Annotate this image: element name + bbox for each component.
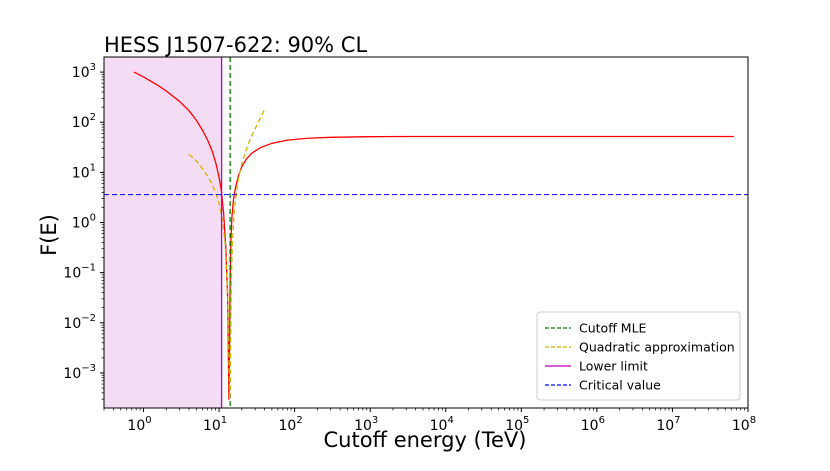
x-tick-label: 107 — [656, 415, 680, 434]
x-tick-label-exponent: 8 — [750, 415, 756, 426]
x-tick-label-exponent: 2 — [296, 415, 302, 426]
y-tick-label-base: 10 — [72, 165, 90, 181]
y-tick-label-exponent: −2 — [81, 313, 96, 324]
y-tick-label-base: 10 — [63, 266, 81, 282]
y-tick-label-base: 10 — [72, 216, 90, 232]
plot-contents — [104, 57, 748, 408]
x-tick-label-base: 10 — [279, 418, 297, 434]
x-tick-label: 108 — [732, 415, 756, 434]
y-tick-label: 10−3 — [63, 363, 96, 382]
chart-title: HESS J1507-622: 90% CL — [104, 33, 367, 57]
x-tick-label: 103 — [354, 415, 378, 434]
x-tick-label: 105 — [505, 415, 529, 434]
y-tick-label: 10−1 — [63, 263, 96, 282]
legend-entry-label: Cutoff MLE — [579, 321, 647, 336]
legend: Cutoff MLE Quadratic approximation Lower l… — [536, 311, 741, 401]
y-tick-label: 103 — [72, 62, 96, 81]
x-tick-label: 102 — [279, 415, 303, 434]
y-axis-label: F(E) — [37, 214, 61, 256]
y-tick-label-exponent: 2 — [90, 112, 96, 123]
x-axis-label: Cutoff energy (TeV) — [324, 428, 527, 452]
x-tick-label-exponent: 5 — [523, 415, 529, 426]
y-tick-label-base: 10 — [72, 115, 90, 131]
y-tick-label-exponent: 1 — [90, 162, 96, 173]
axes-frame — [103, 56, 749, 409]
y-tick-label: 10−2 — [63, 313, 96, 332]
x-tick-label-exponent: 0 — [145, 415, 151, 426]
y-tick-label-base: 10 — [63, 316, 81, 332]
x-tick-label-base: 10 — [354, 418, 372, 434]
y-tick-label-exponent: 3 — [90, 62, 96, 73]
legend-entry-label: Quadratic approximation — [579, 340, 735, 355]
y-tick-label: 101 — [72, 162, 96, 181]
legend-box — [536, 311, 741, 401]
legend-entry-label: Lower limit — [579, 359, 648, 374]
series-quadratic-approximation-line — [188, 109, 266, 400]
x-tick-label-exponent: 7 — [674, 415, 680, 426]
x-tick-label-base: 10 — [505, 418, 523, 434]
y-tick-label-exponent: −1 — [81, 263, 96, 274]
x-tick-label-base: 10 — [732, 418, 750, 434]
x-tick-label: 104 — [430, 415, 454, 434]
legend-entry-label: Critical value — [579, 378, 661, 393]
x-tick-label-base: 10 — [127, 418, 145, 434]
x-tick-label-exponent: 4 — [447, 415, 453, 426]
x-axis-ticks: 100 101 102 103 104 105 106 107 108 — [103, 408, 756, 434]
x-tick-label: 106 — [581, 415, 605, 434]
y-tick-label-base: 10 — [72, 65, 90, 81]
x-tick-label-exponent: 1 — [221, 415, 227, 426]
x-tick-label-base: 10 — [203, 418, 221, 434]
x-tick-label: 100 — [127, 415, 151, 434]
x-tick-label-exponent: 3 — [372, 415, 378, 426]
y-tick-label: 100 — [72, 213, 96, 232]
lower-limit-shaded-region — [104, 57, 222, 408]
y-tick-label-base: 10 — [63, 366, 81, 382]
x-tick-label-exponent: 6 — [599, 415, 605, 426]
x-tick-label: 101 — [203, 415, 227, 434]
x-tick-label-base: 10 — [581, 418, 599, 434]
series-f-e-line — [133, 71, 734, 400]
y-tick-label: 102 — [72, 112, 96, 131]
y-tick-label-exponent: 0 — [90, 213, 96, 224]
x-tick-label-base: 10 — [430, 418, 448, 434]
y-tick-label-exponent: −3 — [81, 363, 96, 374]
plot-area — [103, 56, 749, 409]
x-tick-label-base: 10 — [656, 418, 674, 434]
